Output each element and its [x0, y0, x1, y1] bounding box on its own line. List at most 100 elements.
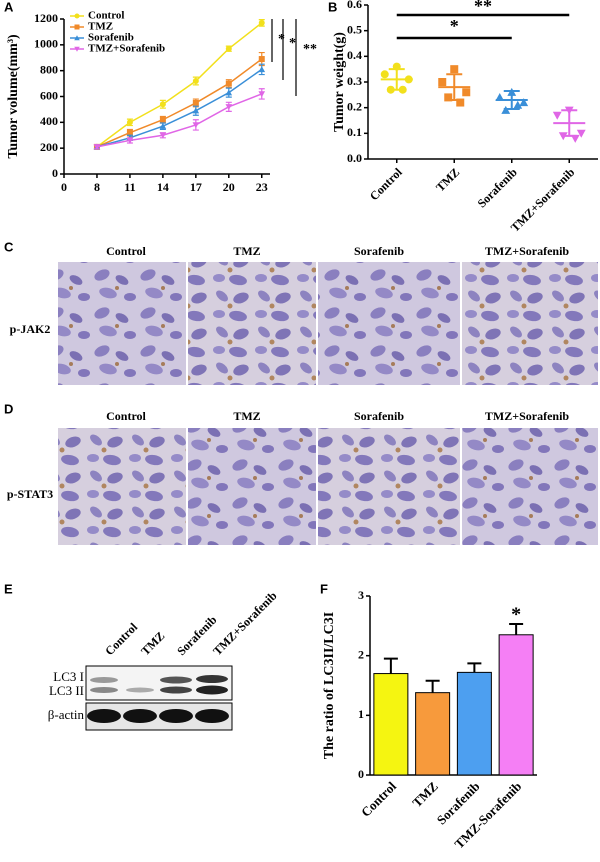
- ihc-image: [58, 262, 186, 385]
- x-tick-label: TMZ: [409, 778, 441, 810]
- marker: [258, 66, 266, 73]
- x-tick-label: Control: [358, 778, 399, 819]
- marker: [444, 93, 453, 102]
- western-blot: [85, 665, 233, 731]
- marker: [74, 13, 80, 19]
- y-tick-label: 0.5: [347, 22, 362, 36]
- band-label: LC3 I: [53, 669, 84, 684]
- y-tick-label: 0.0: [347, 151, 362, 165]
- marker: [462, 88, 471, 97]
- marker: [74, 35, 80, 41]
- marker: [576, 129, 586, 138]
- band: [90, 677, 118, 683]
- y-tick-label: 1: [358, 707, 364, 721]
- band: [90, 687, 118, 693]
- marker: [380, 70, 389, 79]
- y-tick-label: 0: [52, 166, 58, 180]
- sd-bar: [446, 73, 463, 101]
- marker: [192, 99, 199, 106]
- column-header: Sorafenib: [354, 244, 404, 258]
- marker: [552, 111, 562, 120]
- panel-label: A: [4, 0, 14, 14]
- band: [159, 709, 193, 723]
- band: [123, 709, 157, 723]
- series-line: [96, 58, 263, 148]
- y-tick-label: 400: [40, 114, 58, 128]
- band: [126, 687, 154, 693]
- marker: [74, 24, 80, 30]
- series-line: [96, 22, 263, 148]
- marker: [225, 80, 232, 87]
- x-tick-label: 20: [223, 180, 235, 194]
- ihc-image: [188, 428, 316, 545]
- marker: [159, 122, 167, 129]
- band: [196, 685, 228, 695]
- panel-label: D: [4, 401, 13, 416]
- significance-label: **: [474, 0, 492, 16]
- y-axis-label: Tumor weight(g): [332, 32, 347, 132]
- x-tick-label: 14: [157, 180, 169, 194]
- bar: [415, 692, 451, 776]
- y-tick-label: 200: [40, 140, 58, 154]
- y-tick-label: 0.2: [347, 99, 362, 113]
- band: [160, 676, 192, 684]
- x-tick-label: 8: [94, 180, 100, 194]
- column-header: Control: [106, 409, 146, 423]
- marker: [225, 89, 233, 96]
- panel-label: B: [328, 0, 337, 14]
- column-header: Sorafenib: [354, 409, 404, 423]
- y-tick-label: 1000: [34, 37, 58, 51]
- error-bar: [467, 662, 482, 673]
- error-bar: [425, 679, 440, 693]
- marker: [159, 101, 166, 108]
- bar: [498, 634, 534, 776]
- band-label: LC3 II: [49, 683, 84, 698]
- y-tick-label: 3: [358, 588, 364, 602]
- band: [87, 709, 121, 723]
- x-tick-label: Sorafenib: [475, 165, 520, 210]
- series-line: [96, 93, 263, 148]
- marker: [93, 144, 101, 151]
- legend-label: TMZ+Sorafenib: [88, 43, 165, 55]
- y-tick-label: 0.4: [347, 48, 362, 62]
- legend-label: Sorafenib: [88, 32, 134, 44]
- lane-label: Control: [102, 620, 140, 658]
- lane-label: TMZ: [138, 629, 167, 658]
- ihc-image: [462, 262, 598, 385]
- ihc-image: [58, 428, 186, 545]
- column-header: TMZ: [233, 409, 260, 423]
- y-tick-label: 800: [40, 62, 58, 76]
- marker: [126, 129, 133, 136]
- panel-label: C: [4, 239, 14, 254]
- panel-label: F: [320, 581, 328, 596]
- panel-label: E: [4, 581, 13, 596]
- band-label: β-actin: [48, 707, 85, 722]
- x-tick-label: 17: [190, 180, 202, 194]
- error-bar: [509, 623, 524, 635]
- lane-label: TMZ+Sorafenib: [210, 588, 280, 658]
- column-header: TMZ+Sorafenib: [485, 244, 570, 258]
- marker: [192, 78, 199, 84]
- y-tick-label: 600: [40, 88, 58, 102]
- marker: [450, 65, 459, 74]
- marker: [192, 122, 200, 129]
- marker: [519, 98, 529, 107]
- significance-label: *: [278, 32, 285, 47]
- legend-label: Control: [88, 10, 124, 22]
- sd-bar: [503, 89, 520, 110]
- marker: [438, 78, 447, 86]
- y-tick-label: 0.3: [347, 74, 362, 88]
- significance-label: *: [511, 604, 521, 626]
- ihc-image: [462, 428, 598, 545]
- column-header: Control: [106, 244, 146, 258]
- blot-frame: [85, 665, 233, 701]
- marker: [258, 19, 265, 26]
- legend-label: TMZ: [88, 21, 113, 33]
- row-label: p-JAK2: [10, 322, 51, 336]
- ihc-image: [318, 262, 460, 385]
- y-tick-label: 1200: [34, 11, 58, 25]
- significance-label: *: [450, 16, 459, 36]
- series-line: [96, 68, 263, 148]
